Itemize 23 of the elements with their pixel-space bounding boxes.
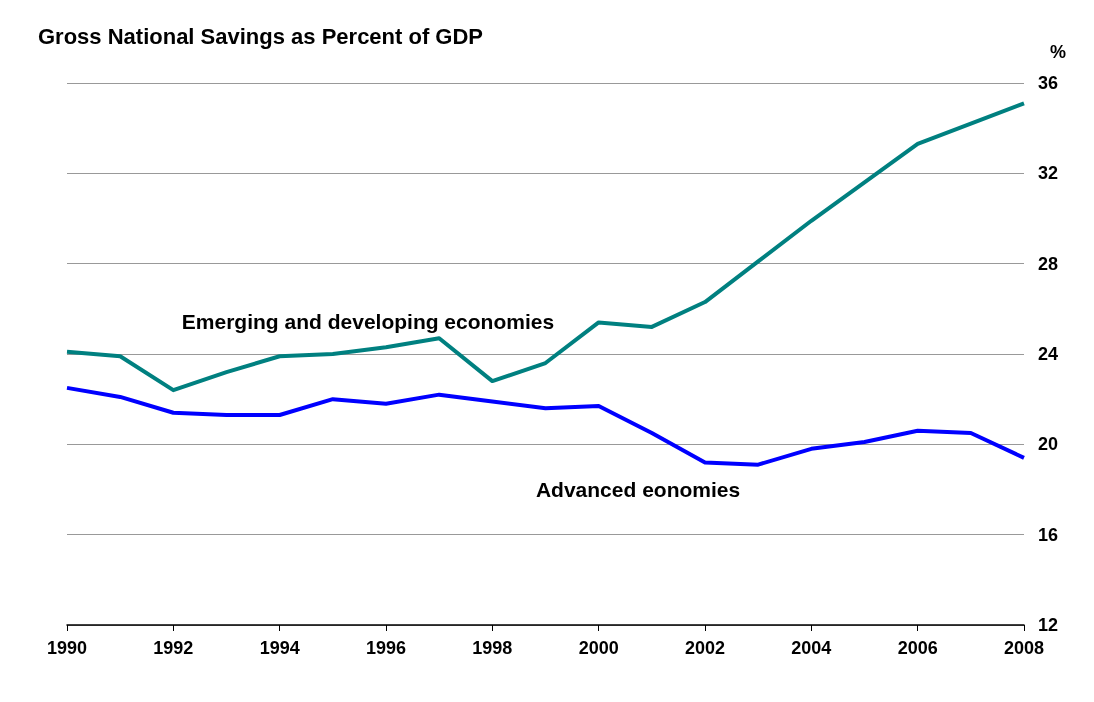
y-tick-label: 12 xyxy=(1038,615,1059,635)
y-tick-label: 20 xyxy=(1038,434,1059,455)
x-tick-label: 1992 xyxy=(153,638,194,658)
x-tick-label: 1996 xyxy=(365,638,407,658)
x-tick-label: 1998 xyxy=(472,638,513,658)
x-tick-label: 1990 xyxy=(46,638,88,658)
line-series xyxy=(65,385,1026,467)
y-tick-label: 32 xyxy=(1038,163,1059,184)
y-axis-title: % xyxy=(1049,42,1066,62)
x-tick-label: 2006 xyxy=(897,638,938,658)
x-tick-label: 2004 xyxy=(791,638,832,658)
x-tick-label: 2002 xyxy=(684,638,726,658)
y-tick-label: 16 xyxy=(1038,524,1059,545)
y-tick-label: 28 xyxy=(1038,253,1059,274)
series-label: Emerging and developing economies xyxy=(181,309,555,333)
x-tick-label: 2008 xyxy=(1003,638,1045,658)
series-label: Advanced eonomies xyxy=(535,477,741,501)
y-tick-label: 24 xyxy=(1038,344,1059,364)
x-tick-label: 1994 xyxy=(259,638,300,658)
line-series xyxy=(65,101,1026,393)
y-tick-label: 36 xyxy=(1038,73,1059,93)
x-tick-label: 2000 xyxy=(578,638,619,658)
chart-title: Gross National Savings as Percent of GDP xyxy=(38,23,484,49)
